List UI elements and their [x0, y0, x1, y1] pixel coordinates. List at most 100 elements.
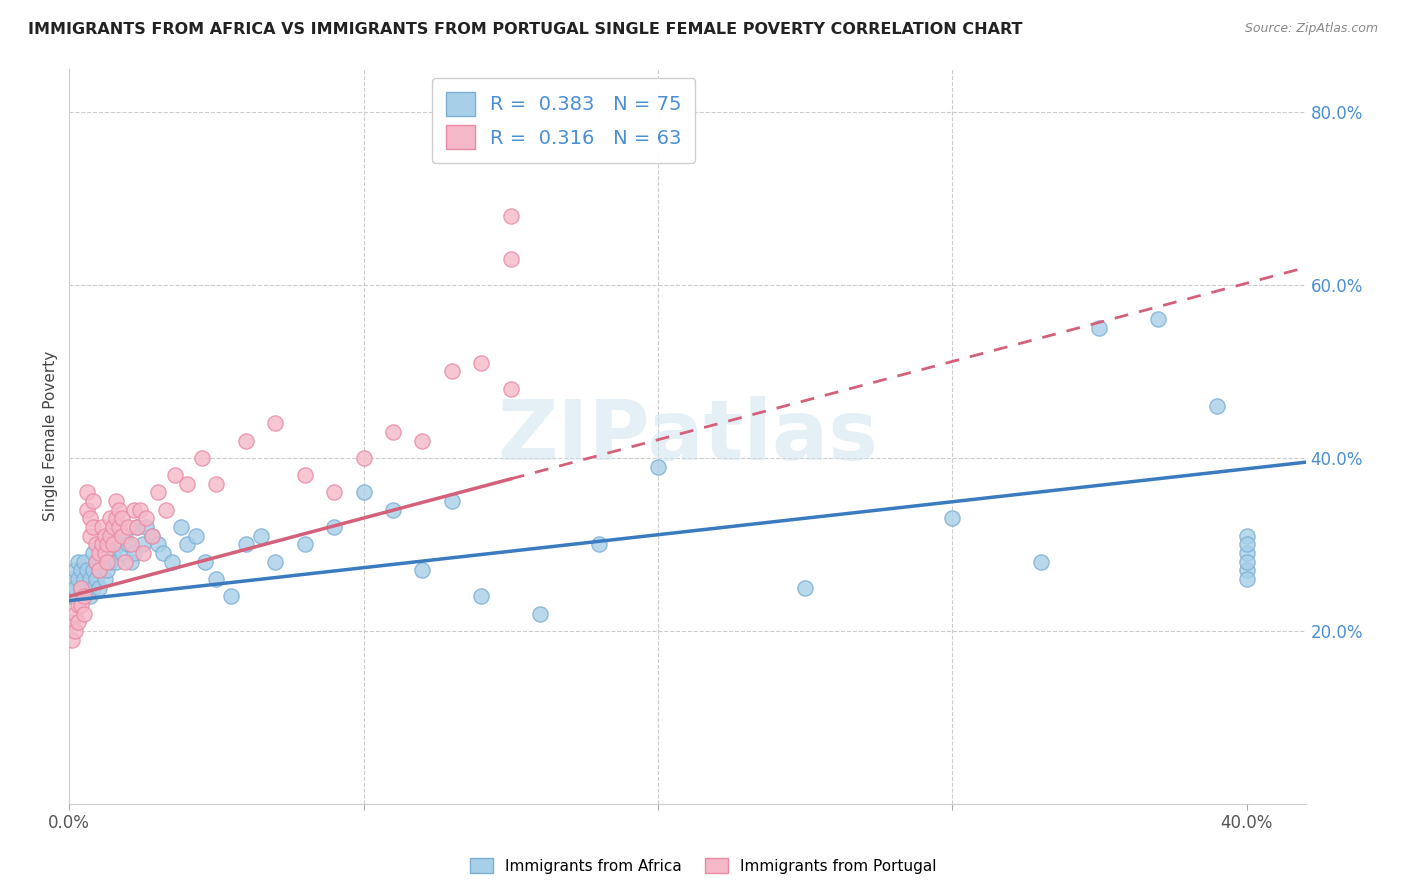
Point — [155, 503, 177, 517]
Point — [70, 563, 93, 577]
Point — [440, 364, 463, 378]
Point — [647, 459, 669, 474]
Point — [90, 537, 112, 551]
Point — [411, 563, 433, 577]
Point — [87, 563, 110, 577]
Point — [1236, 572, 1258, 586]
Point — [63, 607, 86, 621]
Point — [146, 537, 169, 551]
Point — [103, 520, 125, 534]
Point — [103, 529, 125, 543]
Point — [117, 537, 139, 551]
Point — [176, 476, 198, 491]
Point — [111, 529, 134, 543]
Point — [63, 563, 86, 577]
Point — [93, 546, 115, 560]
Point — [100, 529, 122, 543]
Point — [84, 555, 107, 569]
Point — [103, 537, 125, 551]
Point — [176, 537, 198, 551]
Point — [108, 520, 131, 534]
Point — [125, 520, 148, 534]
Text: Source: ZipAtlas.com: Source: ZipAtlas.com — [1244, 22, 1378, 36]
Point — [146, 485, 169, 500]
Point — [76, 503, 98, 517]
Point — [82, 546, 104, 560]
Point — [794, 581, 817, 595]
Point — [82, 494, 104, 508]
Point — [132, 546, 155, 560]
Point — [941, 511, 963, 525]
Point — [111, 511, 134, 525]
Point — [1206, 399, 1229, 413]
Point — [135, 520, 157, 534]
Point — [84, 555, 107, 569]
Point — [120, 555, 142, 569]
Point — [82, 563, 104, 577]
Point — [219, 590, 242, 604]
Point — [67, 615, 90, 630]
Y-axis label: Single Female Poverty: Single Female Poverty — [44, 351, 58, 522]
Point — [96, 537, 118, 551]
Point — [70, 581, 93, 595]
Point — [63, 624, 86, 638]
Point — [79, 590, 101, 604]
Point — [1236, 537, 1258, 551]
Point — [411, 434, 433, 448]
Legend: R =  0.383   N = 75, R =  0.316   N = 63: R = 0.383 N = 75, R = 0.316 N = 63 — [432, 78, 696, 162]
Point — [84, 572, 107, 586]
Point — [60, 615, 83, 630]
Point — [470, 356, 492, 370]
Point — [499, 209, 522, 223]
Point — [323, 485, 346, 500]
Point — [499, 382, 522, 396]
Point — [79, 511, 101, 525]
Point — [205, 572, 228, 586]
Point — [67, 555, 90, 569]
Point — [499, 252, 522, 266]
Point — [1088, 321, 1111, 335]
Point — [60, 632, 83, 647]
Point — [294, 537, 316, 551]
Point — [125, 520, 148, 534]
Point — [82, 520, 104, 534]
Point — [82, 581, 104, 595]
Point — [96, 537, 118, 551]
Point — [79, 529, 101, 543]
Point — [165, 468, 187, 483]
Point — [73, 572, 96, 586]
Point — [73, 590, 96, 604]
Point — [162, 555, 184, 569]
Point — [353, 450, 375, 465]
Point — [67, 598, 90, 612]
Point — [1236, 555, 1258, 569]
Point — [122, 503, 145, 517]
Point — [1236, 529, 1258, 543]
Point — [235, 537, 257, 551]
Point — [93, 546, 115, 560]
Legend: Immigrants from Africa, Immigrants from Portugal: Immigrants from Africa, Immigrants from … — [464, 852, 942, 880]
Point — [141, 529, 163, 543]
Point — [205, 476, 228, 491]
Point — [96, 555, 118, 569]
Point — [73, 590, 96, 604]
Point — [87, 581, 110, 595]
Point — [67, 572, 90, 586]
Point — [73, 555, 96, 569]
Point — [249, 529, 271, 543]
Point — [132, 537, 155, 551]
Point — [323, 520, 346, 534]
Point — [235, 434, 257, 448]
Point — [1236, 563, 1258, 577]
Point — [120, 537, 142, 551]
Point — [1147, 312, 1170, 326]
Text: ZIPatlas: ZIPatlas — [496, 396, 877, 476]
Point — [170, 520, 193, 534]
Text: IMMIGRANTS FROM AFRICA VS IMMIGRANTS FROM PORTUGAL SINGLE FEMALE POVERTY CORRELA: IMMIGRANTS FROM AFRICA VS IMMIGRANTS FRO… — [28, 22, 1022, 37]
Point — [111, 546, 134, 560]
Point — [93, 529, 115, 543]
Point — [60, 590, 83, 604]
Point — [117, 520, 139, 534]
Point — [100, 555, 122, 569]
Point — [76, 485, 98, 500]
